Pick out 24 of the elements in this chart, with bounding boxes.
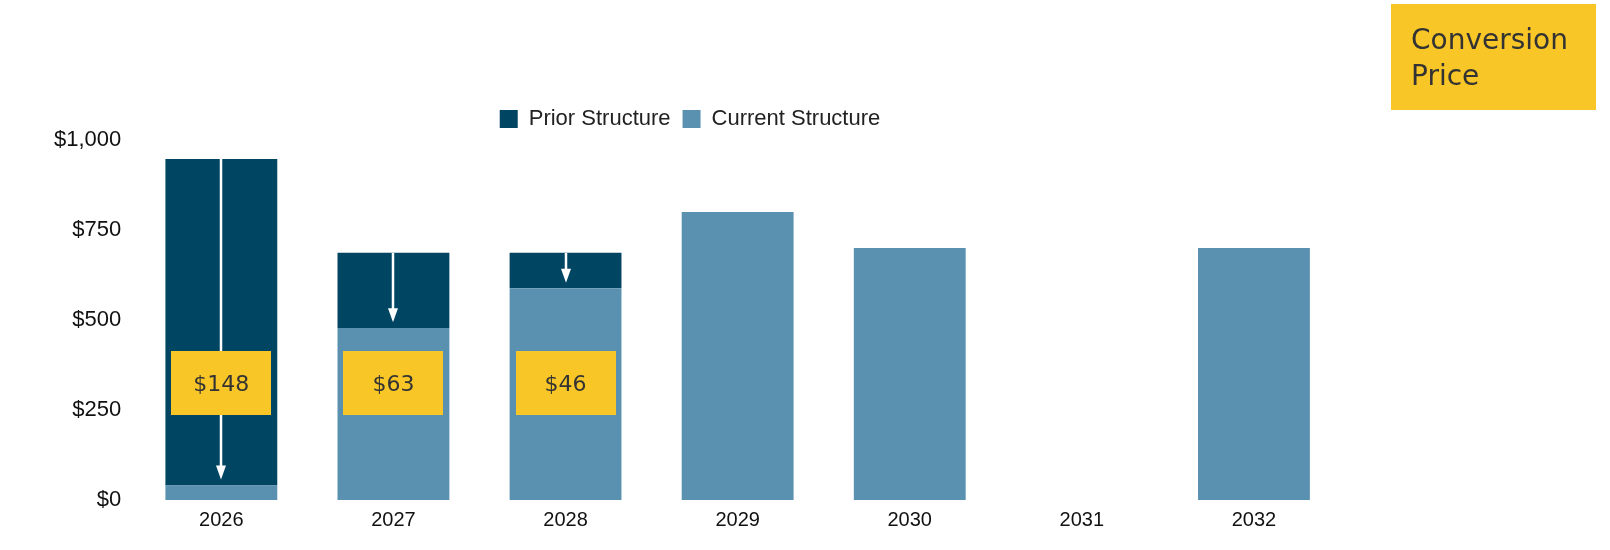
legend-label: Prior Structure [528,105,671,131]
text: Conversion Price [1391,4,1596,110]
y-tick-label: $750 [72,216,122,242]
y-tick-label: $500 [72,306,122,332]
x-tick-label: 2028 [543,507,588,530]
annotation: $63 [343,351,444,415]
x-tick-label: 2027 [371,507,416,530]
y-tick-label: $250 [72,396,122,422]
bar [337,252,450,328]
bar [853,248,966,500]
bar [1198,248,1310,500]
bar [165,485,278,500]
legend-label: Current Structure [711,105,881,131]
x-tick-label: 2031 [1059,507,1105,530]
annotation: $148 [171,351,272,415]
x-tick-label: 2030 [887,507,932,530]
bar [681,212,794,500]
x-tick-label: 2029 [715,507,760,530]
y-tick-label: $0 [96,486,122,512]
bar [509,252,622,289]
y-tick-label: $1,000 [53,126,122,152]
annotation: $46 [515,351,616,415]
x-tick-label: 2032 [1231,507,1277,530]
x-tick-label: 2026 [199,507,244,530]
